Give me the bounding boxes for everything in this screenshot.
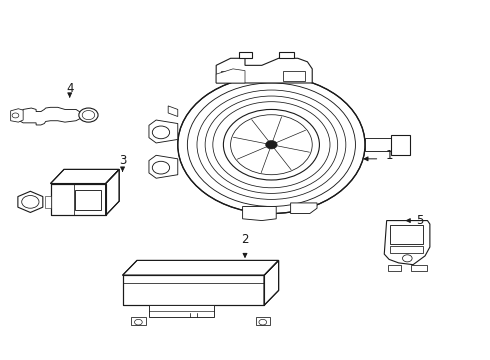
Polygon shape	[50, 184, 106, 215]
Text: 5: 5	[416, 214, 424, 227]
Polygon shape	[149, 120, 178, 143]
Bar	[221, 71, 238, 81]
Polygon shape	[149, 305, 214, 316]
Bar	[390, 225, 423, 243]
Text: 1: 1	[385, 149, 393, 162]
Circle shape	[135, 319, 142, 325]
Circle shape	[79, 108, 98, 122]
Polygon shape	[365, 138, 392, 151]
Bar	[239, 52, 252, 58]
Bar	[283, 71, 305, 81]
Bar	[45, 196, 51, 208]
Polygon shape	[50, 170, 119, 184]
Polygon shape	[216, 58, 312, 83]
Polygon shape	[19, 107, 83, 125]
Circle shape	[22, 195, 39, 208]
Bar	[122, 275, 264, 305]
Polygon shape	[291, 203, 317, 213]
Circle shape	[12, 113, 19, 118]
Bar	[390, 246, 423, 253]
Polygon shape	[411, 265, 427, 271]
Circle shape	[402, 255, 412, 262]
Polygon shape	[11, 109, 23, 122]
Polygon shape	[149, 155, 178, 178]
Bar	[392, 135, 410, 154]
Polygon shape	[384, 221, 430, 265]
Polygon shape	[168, 106, 178, 117]
Polygon shape	[388, 265, 401, 271]
Bar	[279, 52, 294, 58]
Bar	[74, 189, 101, 210]
Polygon shape	[216, 69, 245, 83]
Text: 3: 3	[119, 154, 126, 167]
Bar	[50, 184, 106, 215]
Circle shape	[266, 140, 277, 149]
Polygon shape	[256, 316, 270, 325]
Circle shape	[259, 319, 267, 325]
Polygon shape	[131, 316, 146, 325]
Polygon shape	[18, 191, 43, 212]
Circle shape	[152, 161, 170, 174]
Polygon shape	[106, 170, 119, 215]
Polygon shape	[264, 260, 279, 305]
Text: 4: 4	[66, 82, 74, 95]
Circle shape	[178, 76, 365, 213]
Text: 2: 2	[241, 234, 249, 247]
Polygon shape	[122, 275, 264, 305]
Circle shape	[82, 111, 95, 120]
Circle shape	[152, 126, 170, 139]
Polygon shape	[122, 260, 279, 275]
Polygon shape	[243, 207, 276, 221]
